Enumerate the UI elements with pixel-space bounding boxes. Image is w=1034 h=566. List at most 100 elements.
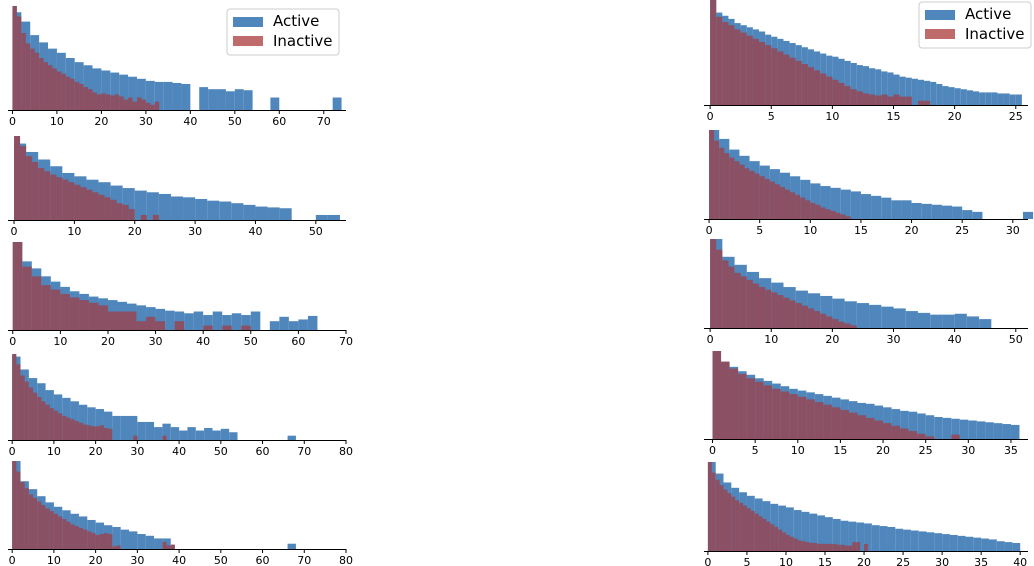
active-bar [981, 538, 989, 551]
active-bar [749, 161, 760, 219]
active-bar [930, 314, 943, 328]
active-bar [1012, 542, 1021, 551]
active-bar [208, 89, 218, 110]
x-tick-label: 40 [196, 335, 210, 348]
inactive-bar [740, 276, 747, 328]
active-bar [219, 201, 232, 220]
inactive-bar [710, 0, 717, 105]
inactive-bar [746, 279, 753, 328]
inactive-bar [844, 545, 849, 551]
inactive-bar [917, 433, 926, 439]
inactive-bar [66, 417, 71, 440]
active-bar [112, 527, 121, 549]
active-bar [770, 503, 779, 551]
x-tick-label: 10 [50, 115, 64, 128]
active-bar [887, 72, 894, 105]
active-bar [220, 428, 230, 440]
inactive-bar [719, 147, 725, 219]
active-bar [183, 197, 196, 220]
inactive-bar [709, 130, 715, 219]
inactive-bar [716, 16, 723, 105]
inactive-bar [807, 67, 815, 105]
inactive-bar [114, 94, 120, 110]
active-bar [918, 531, 927, 551]
inactive-bar [850, 89, 857, 105]
active-bar [917, 79, 925, 105]
active-bar [850, 63, 857, 105]
active-bar [985, 422, 994, 439]
active-bar [195, 430, 205, 440]
inactive-bar [774, 526, 779, 551]
active-bar [901, 200, 912, 219]
inactive-bar [68, 182, 75, 220]
inactive-bar [728, 25, 735, 106]
active-bar [158, 193, 171, 220]
inactive-bar [719, 485, 724, 551]
inactive-bar [33, 497, 38, 549]
inactive-bar [740, 32, 747, 105]
active-bar [170, 427, 180, 440]
active-bar [911, 78, 918, 105]
active-bar [871, 525, 880, 551]
inactive-bar [746, 35, 753, 106]
x-tick-label: 5 [743, 556, 750, 566]
inactive-bar [33, 392, 38, 440]
active-bar [957, 535, 966, 551]
active-bar [817, 515, 826, 551]
active-bar [893, 74, 900, 105]
inactive-bar [848, 412, 858, 439]
x-tick-label: 20 [876, 444, 890, 457]
x-tick-label: 40 [248, 225, 262, 238]
inactive-bar [712, 351, 722, 439]
inactive-bar [53, 410, 59, 440]
inactive-bar [88, 89, 93, 110]
inactive-bar [821, 543, 826, 551]
active-bar [136, 305, 147, 330]
inactive-bar [785, 189, 791, 219]
histogram-panel: 0 10 20 30 40 50 60 70 [8, 242, 353, 348]
active-bar [707, 462, 716, 551]
active-bar [968, 420, 977, 439]
active-bar [270, 97, 280, 110]
inactive-bar [79, 84, 84, 110]
inactive-bar [900, 428, 909, 439]
inactive-bar [744, 168, 750, 219]
active-bar [229, 432, 238, 440]
x-tick-label: 5 [768, 110, 775, 123]
x-tick-label: 10 [53, 335, 67, 348]
inactive-bar [92, 92, 97, 110]
inactive-bar [132, 101, 137, 110]
inactive-bar [721, 361, 730, 439]
x-tick-label: 0 [9, 445, 16, 458]
inactive-bar [828, 543, 833, 551]
inactive-bar [750, 510, 755, 551]
inactive-bar [174, 321, 185, 330]
inactive-bar [110, 95, 115, 110]
inactive-bar [74, 526, 79, 549]
inactive-bar [807, 308, 815, 328]
inactive-bar [917, 100, 925, 105]
inactive-bar [28, 494, 34, 549]
x-tick-label: 15 [854, 224, 868, 237]
inactive-bar [809, 542, 814, 551]
inactive-bar [857, 415, 866, 439]
active-bar [332, 97, 342, 110]
active-bar [976, 421, 986, 439]
active-bar [979, 92, 986, 105]
inactive-bar [738, 373, 747, 439]
inactive-bar [146, 316, 156, 330]
active-bar [101, 70, 111, 110]
inactive-bar [759, 42, 766, 105]
x-tick-label: 25 [955, 224, 969, 237]
active-bar [905, 311, 918, 328]
inactive-bar [723, 489, 728, 551]
inactive-bar [905, 96, 912, 105]
inactive-bar [765, 45, 772, 105]
active-bar [78, 404, 88, 440]
inactive-bar [789, 57, 796, 105]
x-tick-label: 20 [857, 556, 871, 566]
inactive-bar [166, 545, 171, 549]
active-bar [801, 511, 810, 551]
inactive-bar [830, 210, 836, 219]
active-bar [92, 68, 102, 110]
